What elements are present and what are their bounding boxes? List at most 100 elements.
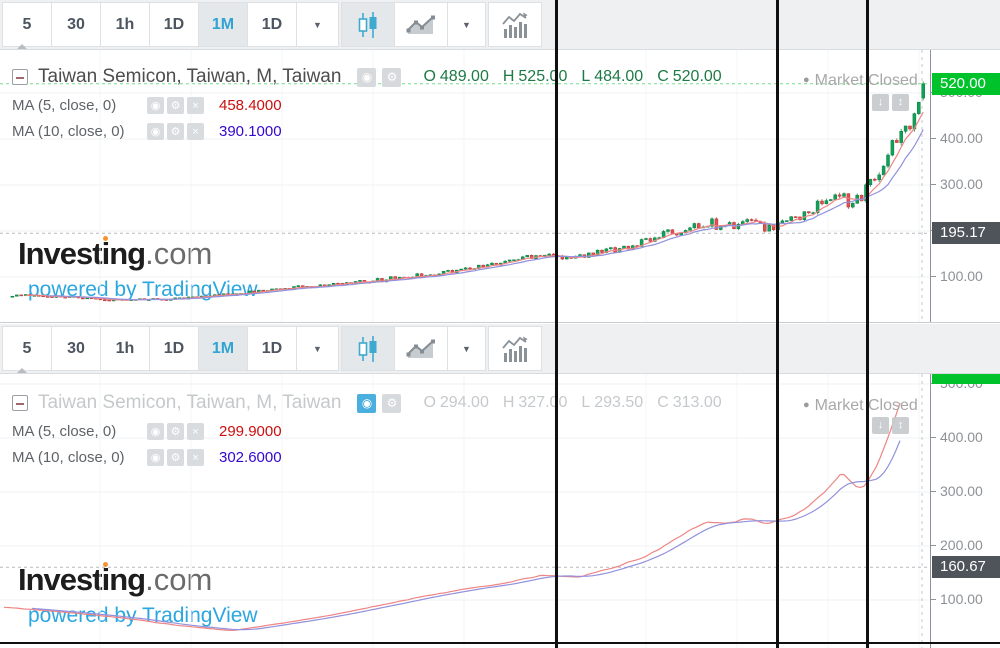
chart-pane-2[interactable]: Investing.com powered by TradingView Tai… xyxy=(0,374,1000,648)
ohlc-values: O 489.00 H 525.00 L 484.00 C 520.00 xyxy=(423,68,722,85)
investing-logo: Investing.com xyxy=(18,236,213,271)
powered-by-tradingview: powered by TradingView xyxy=(28,604,258,627)
toolbar-row: 5 30 1h 1D 1M 1D ▼ xyxy=(2,2,542,47)
eye-toggle-button-active[interactable]: ◉ xyxy=(357,393,377,413)
price-plot[interactable] xyxy=(0,50,930,323)
ohlc-values: O 294.00 H 327.00 L 293.50 C 313.00 xyxy=(423,394,722,411)
status-dot-icon: ● xyxy=(803,74,810,86)
chevron-down-icon: ▼ xyxy=(313,343,322,354)
eye-toggle-button[interactable]: ◉ xyxy=(357,67,377,87)
interval-button-1m-selected[interactable]: 1M xyxy=(198,2,248,47)
chevron-down-icon: ▼ xyxy=(313,19,322,30)
chart-pane-1[interactable]: Investing.com powered by TradingView Tai… xyxy=(0,50,1000,323)
scale-auto-button[interactable]: ↕ xyxy=(892,417,909,434)
symbol-title: Taiwan Semicon, Taiwan, M, Taiwan xyxy=(38,392,342,413)
level-price-badge: 195.17 xyxy=(932,222,1000,245)
remove-indicator-button[interactable]: × xyxy=(187,423,204,440)
interval-button-1d[interactable]: 1D xyxy=(149,326,199,371)
gear-settings-button[interactable]: ⚙ xyxy=(167,423,184,440)
area-chart-icon xyxy=(406,339,435,358)
remove-indicator-button[interactable]: × xyxy=(187,123,204,140)
ma10-row: MA (10, close, 0) ◉ ⚙ × 302.6000 xyxy=(12,449,282,466)
ma5-value: 299.9000 xyxy=(219,423,282,440)
powered-by-tradingview: powered by TradingView xyxy=(28,278,258,301)
ma5-value: 458.4000 xyxy=(219,97,282,114)
style-dropdown-button[interactable]: ▼ xyxy=(447,326,486,371)
scroll-up-arrow-icon[interactable] xyxy=(17,44,27,49)
price-plot[interactable] xyxy=(0,374,930,648)
style-dropdown-button[interactable]: ▼ xyxy=(447,2,486,47)
eye-toggle-button[interactable]: ◉ xyxy=(147,97,164,114)
price-axis[interactable]: 500.00400.00300.00200.00100.00195.17520.… xyxy=(930,50,1000,322)
interval-button-30[interactable]: 30 xyxy=(51,326,101,371)
candlestick-chart-icon xyxy=(358,11,377,38)
indicators-icon xyxy=(502,12,528,38)
annotation-vertical-line xyxy=(555,0,558,648)
annotation-vertical-line xyxy=(866,0,869,648)
status-dot-icon: ● xyxy=(803,399,810,411)
gear-settings-button[interactable]: ⚙ xyxy=(382,393,402,413)
interval-dropdown-button[interactable]: ▼ xyxy=(296,326,339,371)
scale-down-button[interactable]: ↓ xyxy=(872,94,889,111)
level-price-badge: 160.67 xyxy=(932,556,1000,579)
interval-button-1h[interactable]: 1h xyxy=(100,2,150,47)
annotation-horizontal-line xyxy=(0,642,1000,644)
remove-indicator-button[interactable]: × xyxy=(187,97,204,114)
candlestick-style-button[interactable] xyxy=(341,2,395,47)
investing-logo: Investing.com xyxy=(18,562,213,597)
interval-button-1d-2[interactable]: 1D xyxy=(247,326,297,371)
interval-button-5[interactable]: 5 xyxy=(2,2,52,47)
chevron-down-icon: ▼ xyxy=(462,19,471,30)
candlestick-style-button[interactable] xyxy=(341,326,395,371)
collapse-legend-button[interactable] xyxy=(12,395,28,411)
toolbar-panel-1: 5 30 1h 1D 1M 1D ▼ xyxy=(0,0,1000,50)
current-price-badge xyxy=(932,374,1000,385)
axis-tick: 100.00 xyxy=(931,268,1000,284)
ma5-row: MA (5, close, 0) ◉ ⚙ × 458.4000 xyxy=(12,97,282,114)
axis-tick: 400.00 xyxy=(931,130,1000,146)
scale-auto-button[interactable]: ↕ xyxy=(892,94,909,111)
interval-button-5[interactable]: 5 xyxy=(2,326,52,371)
indicators-button[interactable] xyxy=(488,2,542,47)
interval-button-30[interactable]: 30 xyxy=(51,2,101,47)
toolbar-panel-2: 5 30 1h 1D 1M 1D ▼ xyxy=(0,324,1000,374)
area-style-button[interactable] xyxy=(394,2,448,47)
gear-settings-button[interactable]: ⚙ xyxy=(167,449,184,466)
remove-indicator-button[interactable]: × xyxy=(187,449,204,466)
ma10-value: 302.6000 xyxy=(219,449,282,466)
current-price-badge: 520.00 xyxy=(932,72,1000,95)
market-status: ● Market Closed xyxy=(803,72,918,89)
eye-toggle-button[interactable]: ◉ xyxy=(147,423,164,440)
area-style-button[interactable] xyxy=(394,326,448,371)
annotation-vertical-line xyxy=(776,0,779,648)
ma10-row: MA (10, close, 0) ◉ ⚙ × 390.1000 xyxy=(12,123,282,140)
indicators-button[interactable] xyxy=(488,326,542,371)
market-status: ● Market Closed xyxy=(803,397,918,414)
watermark: Investing.com powered by TradingView xyxy=(18,562,258,628)
interval-button-1d[interactable]: 1D xyxy=(149,2,199,47)
interval-button-1m-selected[interactable]: 1M xyxy=(198,326,248,371)
scroll-up-arrow-icon[interactable] xyxy=(17,368,27,373)
ma5-row: MA (5, close, 0) ◉ ⚙ × 299.9000 xyxy=(12,423,282,440)
axis-tick: 100.00 xyxy=(931,591,1000,607)
axis-tick: 200.00 xyxy=(931,537,1000,553)
scale-down-button[interactable]: ↓ xyxy=(872,417,889,434)
candlestick-chart-icon xyxy=(358,335,377,362)
gear-settings-button[interactable]: ⚙ xyxy=(167,123,184,140)
interval-dropdown-button[interactable]: ▼ xyxy=(296,2,339,47)
eye-toggle-button[interactable]: ◉ xyxy=(147,449,164,466)
gear-settings-button[interactable]: ⚙ xyxy=(382,67,402,87)
gear-settings-button[interactable]: ⚙ xyxy=(167,97,184,114)
interval-button-1h[interactable]: 1h xyxy=(100,326,150,371)
eye-toggle-button[interactable]: ◉ xyxy=(147,123,164,140)
indicators-icon xyxy=(502,336,528,362)
interval-button-1d-2[interactable]: 1D xyxy=(247,2,297,47)
collapse-legend-button[interactable] xyxy=(12,69,28,85)
axis-tick: 300.00 xyxy=(931,176,1000,192)
ma10-value: 390.1000 xyxy=(219,123,282,140)
axis-tick: 400.00 xyxy=(931,429,1000,445)
